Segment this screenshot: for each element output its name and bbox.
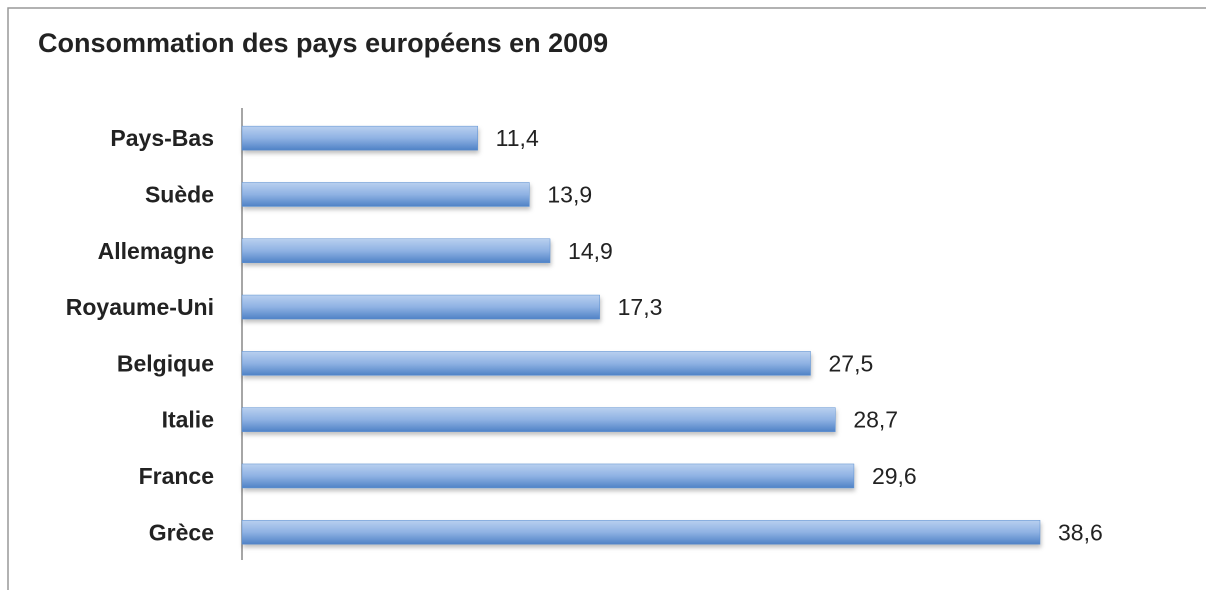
data-label: 27,5 — [829, 350, 874, 376]
data-label: 29,6 — [872, 463, 917, 489]
bar — [241, 125, 478, 151]
y-tick-label: France — [139, 463, 214, 489]
bar — [241, 182, 530, 207]
y-tick-label: Royaume-Uni — [66, 294, 214, 320]
data-label: 17,3 — [618, 294, 663, 320]
bar — [241, 520, 1041, 545]
data-label: 14,9 — [568, 238, 613, 264]
y-tick-label: Suède — [145, 182, 214, 208]
data-label: 11,4 — [496, 125, 539, 151]
y-tick-label: Belgique — [117, 350, 214, 376]
data-label: 13,9 — [547, 182, 592, 208]
chart-title: Consommation des pays européens en 2009 — [38, 28, 608, 58]
y-tick-label: Italie — [162, 407, 214, 433]
y-tick-label: Allemagne — [98, 238, 214, 264]
bar — [241, 294, 600, 320]
frame — [7, 7, 1206, 590]
data-label: 28,7 — [853, 407, 898, 433]
bar — [241, 351, 811, 376]
y-tick-label: Pays-Bas — [110, 125, 214, 151]
y-tick-label: Grèce — [149, 519, 214, 545]
bar — [241, 407, 836, 432]
bar — [241, 463, 855, 489]
bar — [241, 238, 551, 263]
data-label: 38,6 — [1058, 519, 1103, 545]
